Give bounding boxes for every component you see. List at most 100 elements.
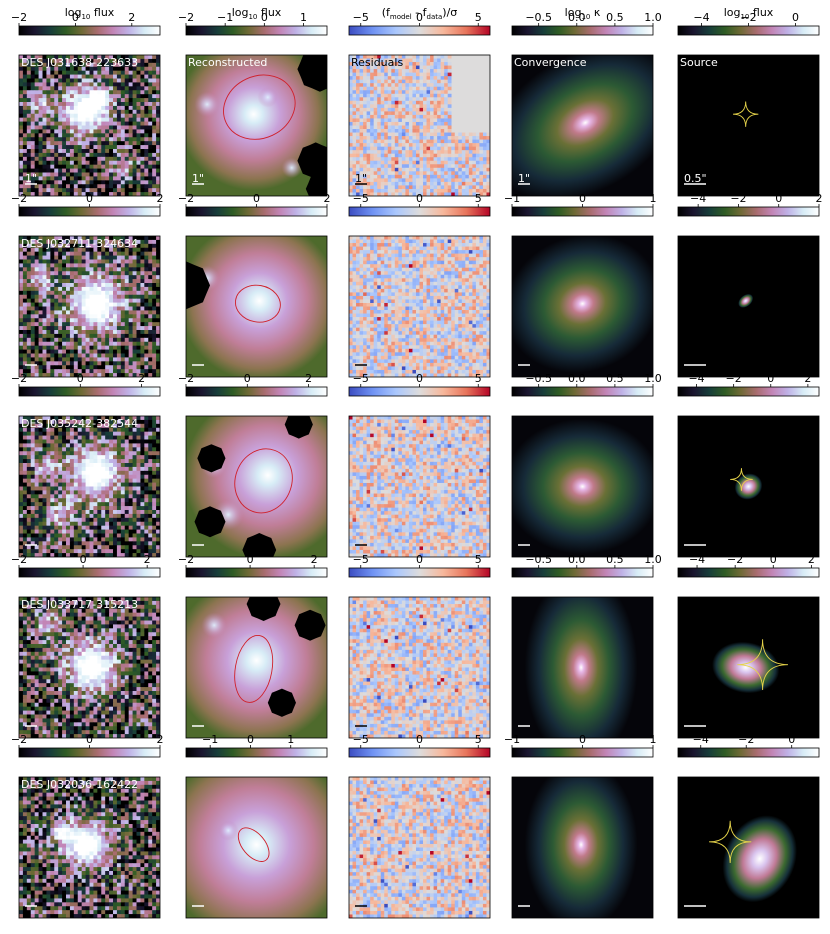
panel-frame: [185, 235, 328, 378]
observed-image-panel: [19, 236, 160, 377]
critical-curve: [237, 827, 270, 862]
colorbar-r5-c1: −2 0 2: [11, 733, 164, 758]
mask-region: [267, 688, 296, 717]
colorbar-tick-label: 0: [767, 372, 774, 385]
colorbar-tick-label: −5: [353, 11, 369, 24]
colorbar-tick-label: −4: [689, 553, 705, 566]
colorbar-tick-label: 0: [80, 553, 87, 566]
colorbar-r5-c3: −5 0 5: [348, 733, 491, 758]
colorbar-tick-label: −5: [353, 553, 369, 566]
colorbar-tick-label: −4: [690, 192, 706, 205]
caustic-curve: [732, 101, 759, 127]
panel-frame: [185, 415, 328, 558]
panel-label: Source: [680, 56, 718, 69]
colorbar-tick-label: 0: [792, 11, 799, 24]
row-1: −2 0 2 −2 −1 0 1 −5 0 5 −0.5 0.0 0.5 1.0 −4 −2 0 1" 1" Reco…: [11, 11, 820, 197]
panel-frame: [18, 415, 161, 558]
colorbar-r3-c4: −0.5 0.0 0.5 1.0: [511, 372, 662, 397]
colorbar-tick-label: −2: [178, 372, 194, 385]
colorbar-r1-c1: −2 0 2: [11, 11, 161, 36]
scale-bar-label: 1": [25, 172, 37, 185]
colorbar-r1-c2: −2 −1 0 1: [178, 11, 328, 36]
column-title-2: log10 flux: [232, 6, 282, 21]
column-title-3: (fmodel - fdata)/σ: [382, 6, 458, 21]
colorbar-r2-c4: −1 0 1: [504, 192, 657, 217]
panel-frame: [677, 776, 820, 919]
panel-frame: [511, 596, 654, 739]
colorbar-tick-label: −2: [730, 192, 746, 205]
colorbar-r5-c2: −1 0 1: [185, 733, 328, 758]
colorbar-tick-label: 0: [579, 192, 586, 205]
colorbar-tick-label: −4: [693, 11, 709, 24]
colorbar-r4-c5: −4 −2 0 2: [677, 553, 820, 578]
figure-rows: −2 0 2 −2 −1 0 1 −5 0 5 −0.5 0.0 0.5 1.0 −4 −2 0 1" 1" Reco…: [11, 11, 823, 919]
panel-frame: [511, 54, 654, 197]
colorbar-tick-label: 2: [324, 192, 331, 205]
residuals-panel: [349, 55, 490, 196]
colorbar-r3-c1: −2 0 2: [11, 372, 161, 397]
panel-label: Convergence: [514, 56, 587, 69]
colorbar-tick-label: −2: [11, 553, 27, 566]
colorbar-tick-label: 0: [416, 733, 423, 746]
colorbar-tick-label: −5: [353, 192, 369, 205]
colorbar-tick-label: 1.0: [644, 11, 662, 24]
colorbar-tick-label: 2: [808, 553, 815, 566]
column-title-1: log10 flux: [65, 6, 115, 21]
residuals-panel: [349, 777, 490, 918]
critical-curve: [235, 284, 281, 323]
colorbar-tick-label: −5: [353, 372, 369, 385]
source-panel: [678, 236, 819, 377]
convergence-panel: [512, 597, 653, 738]
panel-frame: [511, 776, 654, 919]
panel-frame: [511, 235, 654, 378]
colorbar-tick-label: 0.0: [568, 11, 586, 24]
colorbar-tick-label: 5: [475, 553, 482, 566]
convergence-panel: [512, 236, 653, 377]
colorbar-tick-label: −1: [217, 11, 233, 24]
colorbar-tick-label: −4: [693, 733, 709, 746]
colorbar-tick-label: −1: [504, 733, 520, 746]
panel-frame: [348, 596, 491, 739]
panel-frame: [511, 415, 654, 558]
colorbar-tick-label: 5: [475, 372, 482, 385]
row-2: −2 0 2 −2 0 2 −5 0 5 −1 0 1 −4 −2 0 2 DES J032711-324634: [11, 192, 823, 378]
panel-frame: [348, 54, 491, 197]
colorbar-r2-c3: −5 0 5: [348, 192, 491, 217]
colorbar-tick-label: −2: [726, 372, 742, 385]
critical-curve: [223, 74, 296, 140]
mask-region: [246, 597, 281, 621]
mask-region: [297, 142, 327, 180]
colorbar-tick-label: 2: [138, 372, 145, 385]
observed-image-panel: [19, 777, 160, 918]
panel-label: Residuals: [351, 56, 403, 69]
panel-frame: [18, 235, 161, 378]
colorbar-tick-label: 2: [144, 553, 151, 566]
mask-region: [305, 172, 327, 196]
colorbar-tick-label: 0: [244, 372, 251, 385]
reconstructed-panel: [186, 416, 327, 557]
mask-region: [194, 506, 226, 538]
colorbar-tick-label: 0: [77, 372, 84, 385]
colorbar-tick-label: −2: [11, 11, 27, 24]
colorbar-tick-label: 2: [157, 733, 164, 746]
colorbar-tick-label: 2: [128, 11, 135, 24]
colorbar-tick-label: 1: [650, 192, 657, 205]
source-panel: [678, 55, 819, 196]
mask-region: [186, 261, 210, 310]
colorbar-tick-label: −0.5: [525, 372, 552, 385]
scale-bar-label: 1": [192, 172, 204, 185]
colorbar-tick-label: 0.5: [606, 553, 624, 566]
scale-bar-label: 1": [355, 172, 367, 185]
colorbar-r3-c3: −5 0 5: [348, 372, 491, 397]
panel-frame: [348, 776, 491, 919]
scale-bar-label: 0.5": [684, 172, 707, 185]
colorbar-tick-label: 2: [804, 372, 811, 385]
colorbar-tick-label: 1: [300, 11, 307, 24]
colorbar-tick-label: 0.5: [606, 11, 624, 24]
colorbar-r2-c1: −2 0 2: [11, 192, 164, 217]
convergence-panel: [512, 777, 653, 918]
lens-name-label: DES J032036-162422: [21, 778, 138, 791]
colorbar-tick-label: −0.5: [525, 553, 552, 566]
colorbar-r5-c4: −1 0 1: [504, 733, 657, 758]
colorbar-tick-label: −2: [738, 733, 754, 746]
